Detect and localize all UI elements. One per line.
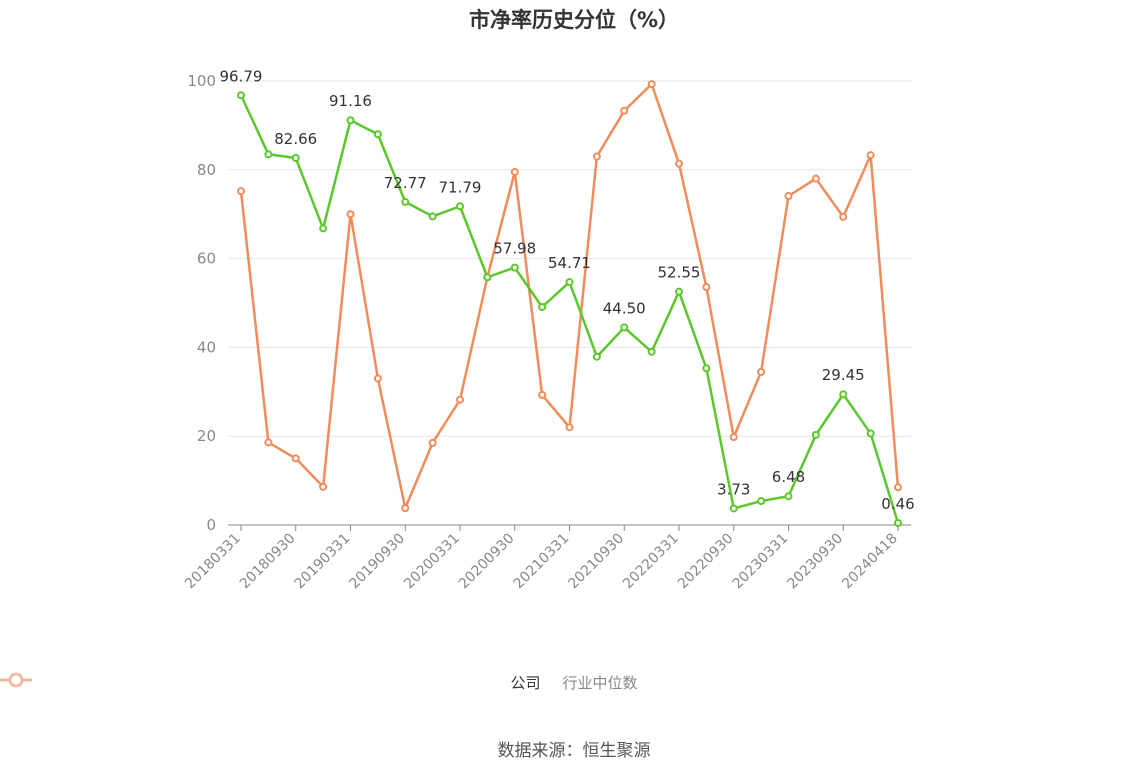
point-industry bbox=[401, 504, 410, 513]
data-label: 57.98 bbox=[493, 240, 536, 258]
point-industry bbox=[428, 438, 437, 447]
point-company bbox=[620, 323, 629, 332]
point-industry bbox=[702, 283, 711, 292]
point-industry bbox=[346, 210, 355, 219]
x-tick-label: 20190331 bbox=[292, 531, 354, 593]
x-tick-label: 20210331 bbox=[511, 531, 573, 593]
data-label: 72.77 bbox=[384, 174, 427, 192]
point-industry bbox=[264, 438, 273, 447]
point-industry bbox=[538, 390, 547, 399]
point-company bbox=[565, 278, 574, 287]
y-tick-label: 20 bbox=[197, 427, 216, 445]
point-industry bbox=[839, 212, 848, 221]
y-tick-label: 80 bbox=[197, 161, 216, 179]
x-tick-label: 20220331 bbox=[620, 531, 682, 593]
point-company bbox=[811, 430, 820, 439]
point-company bbox=[784, 492, 793, 501]
legend-item-company[interactable]: 公司 bbox=[0, 672, 541, 693]
point-company bbox=[702, 364, 711, 373]
y-tick-label: 60 bbox=[197, 250, 216, 268]
data-label: 3.73 bbox=[717, 480, 750, 498]
point-industry bbox=[291, 454, 300, 463]
legend-item-industry[interactable]: 行业中位数 bbox=[0, 672, 638, 693]
x-tick-label: 20240418 bbox=[839, 531, 901, 593]
x-tick-label: 20220930 bbox=[675, 531, 737, 593]
point-company bbox=[510, 263, 519, 272]
point-company bbox=[373, 130, 382, 139]
point-industry bbox=[620, 106, 629, 115]
data-label: 54.71 bbox=[548, 254, 591, 272]
point-company bbox=[839, 390, 848, 399]
legend-industry-label: 行业中位数 bbox=[562, 674, 638, 692]
point-industry bbox=[592, 152, 601, 161]
point-industry bbox=[237, 187, 245, 196]
x-tick-label: 20230930 bbox=[784, 531, 846, 593]
data-label: 52.55 bbox=[658, 264, 701, 282]
point-industry bbox=[729, 433, 738, 442]
point-company bbox=[346, 116, 355, 125]
point-company bbox=[592, 352, 601, 361]
x-tick-label: 20180331 bbox=[182, 531, 244, 593]
data-label: 44.50 bbox=[603, 299, 646, 317]
series-line-industry bbox=[239, 82, 900, 510]
point-company bbox=[483, 273, 492, 282]
chart-title: 市净率历史分位（%） bbox=[468, 8, 680, 32]
point-company bbox=[675, 287, 683, 296]
data-label: 96.79 bbox=[220, 67, 263, 85]
x-tick-label: 20200930 bbox=[456, 531, 518, 593]
x-tick-label: 20180930 bbox=[237, 531, 299, 593]
point-company bbox=[264, 150, 273, 159]
point-company bbox=[319, 224, 328, 233]
x-tick-label: 20200331 bbox=[401, 531, 463, 593]
point-industry bbox=[894, 483, 902, 492]
x-tick-label: 20210930 bbox=[565, 531, 627, 593]
data-source: 数据来源：恒生聚源 bbox=[497, 741, 651, 761]
y-tick-label: 100 bbox=[187, 72, 216, 90]
data-label: 71.79 bbox=[439, 178, 482, 196]
y-tick-label: 0 bbox=[206, 516, 216, 534]
point-industry bbox=[866, 151, 875, 160]
point-industry bbox=[319, 482, 328, 491]
point-industry bbox=[757, 367, 766, 376]
series-line-company bbox=[239, 94, 900, 524]
point-industry bbox=[647, 80, 656, 89]
point-company bbox=[456, 202, 464, 211]
point-company bbox=[401, 197, 410, 206]
point-company bbox=[538, 302, 547, 311]
data-label: 91.16 bbox=[329, 92, 372, 110]
y-tick-label: 40 bbox=[197, 338, 216, 356]
point-industry bbox=[456, 395, 464, 404]
point-company bbox=[866, 429, 875, 438]
point-company bbox=[647, 347, 656, 356]
data-label: 0.46 bbox=[881, 495, 914, 513]
point-company bbox=[894, 518, 902, 527]
point-industry bbox=[510, 168, 519, 177]
point-industry bbox=[565, 423, 574, 432]
x-tick-label: 20230331 bbox=[730, 531, 792, 593]
legend-industry-marker bbox=[0, 672, 32, 688]
point-industry bbox=[675, 159, 683, 168]
point-company bbox=[729, 504, 738, 513]
point-industry bbox=[784, 191, 793, 200]
point-company bbox=[428, 212, 437, 221]
point-industry bbox=[811, 174, 820, 183]
data-label: 6.48 bbox=[772, 468, 805, 486]
data-label: 82.66 bbox=[274, 130, 317, 148]
data-label: 29.45 bbox=[822, 366, 865, 384]
line-chart: 0 20 40 60 80 100 2018033120180930201903312019… bbox=[182, 67, 915, 593]
x-tick-label: 20190930 bbox=[346, 531, 408, 593]
point-company bbox=[291, 153, 300, 162]
point-company bbox=[757, 497, 766, 506]
legend-company-label: 公司 bbox=[510, 674, 541, 692]
legend: 公司 行业中位数 bbox=[0, 672, 1148, 693]
point-industry bbox=[373, 374, 382, 383]
point-company bbox=[237, 91, 245, 100]
